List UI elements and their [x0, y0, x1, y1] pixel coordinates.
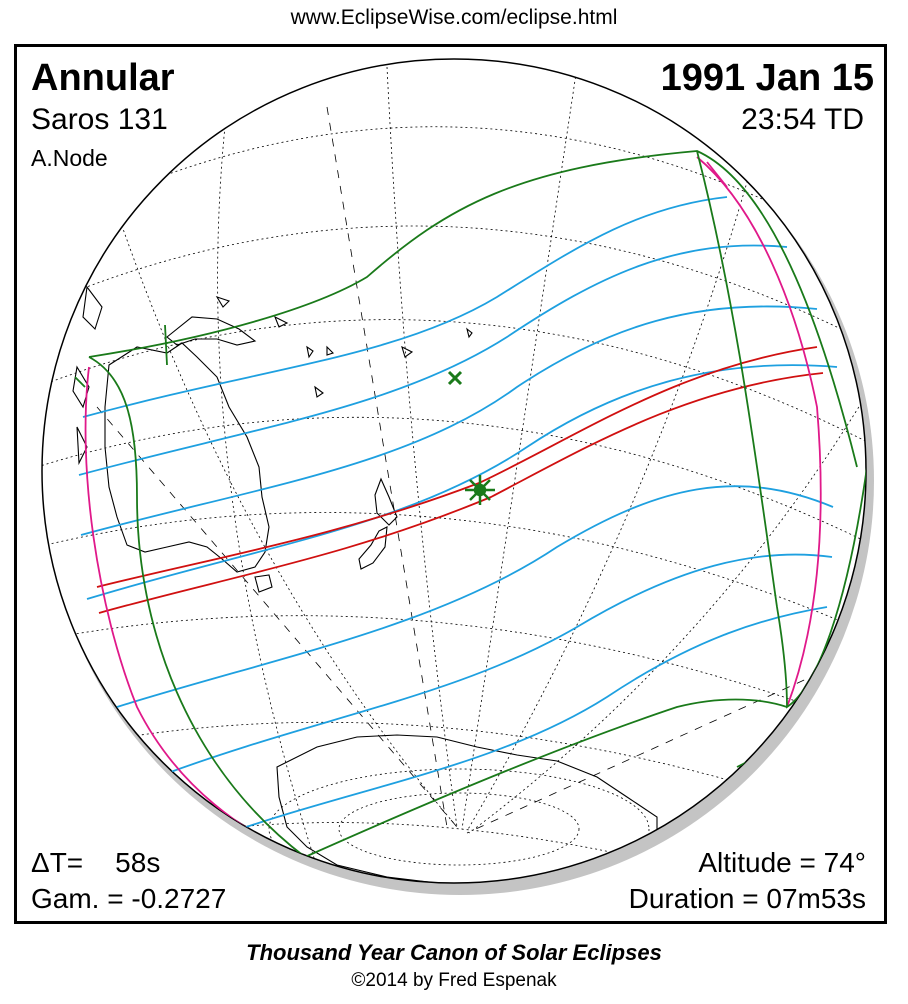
canon-title: Thousand Year Canon of Solar Eclipses: [246, 940, 662, 965]
grid-dashed-lines: [96, 106, 866, 834]
eclipse-date: 1991 Jan 15: [660, 57, 874, 99]
graticule: [42, 66, 866, 883]
magnitude-curve: [216, 606, 828, 838]
delta-t-value: 58s: [115, 847, 161, 878]
magnitude-curve: [82, 196, 728, 418]
eclipse-time: 23:54 TD: [741, 103, 864, 136]
penumbra-limit: [88, 356, 306, 858]
rise-set-curve: [696, 156, 822, 708]
rise-set-curve: [706, 161, 728, 188]
penumbra-limit: [88, 150, 858, 468]
magnitude-curve: [156, 553, 833, 778]
greatest-duration-marker: [447, 370, 463, 386]
central-path-south-limit: [98, 372, 824, 614]
magnitude-curves: [78, 196, 838, 838]
copyright: ©2014 by Fred Espenak: [351, 970, 557, 991]
magnitude-curve: [116, 485, 834, 708]
gamma-value: Gam. = -0.2727: [31, 883, 227, 914]
globe: [41, 58, 867, 884]
altitude-value: Altitude = 74°: [698, 847, 866, 878]
eclipse-map-frame: Annular 1991 Jan 15 Saros 131 23:54 TD A…: [14, 44, 887, 924]
saros-number: Saros 131: [31, 103, 168, 136]
penumbra-limit: [696, 150, 866, 709]
delta-t: ΔT= 58s: [31, 847, 160, 879]
magnitude-curve: [80, 305, 818, 536]
eclipse-type: Annular: [31, 57, 175, 99]
delta-t-label: ΔT=: [31, 847, 84, 878]
magnitude-curve: [78, 244, 788, 476]
eclipse-node: A.Node: [31, 145, 108, 171]
source-url: www.EclipseWise.com/eclipse.html: [290, 6, 618, 29]
duration-value: Duration = 07m53s: [628, 883, 866, 914]
globe-map: [41, 58, 874, 895]
greatest-eclipse-marker: [465, 475, 495, 505]
penumbra-limit: [304, 698, 788, 858]
